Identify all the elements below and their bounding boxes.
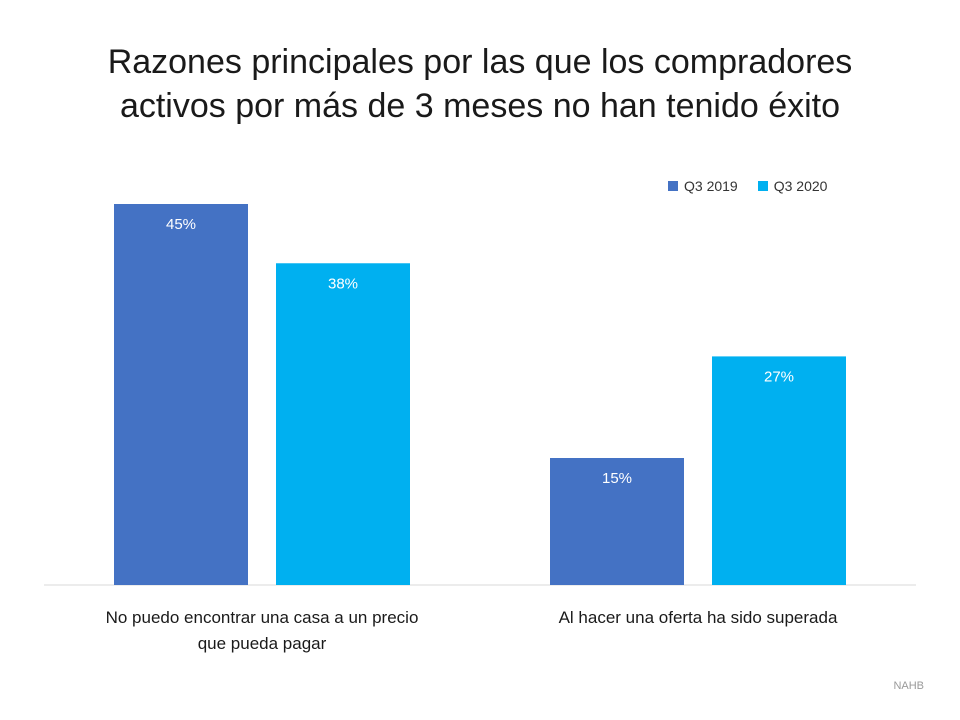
chart-legend: Q3 2019 Q3 2020: [668, 178, 827, 194]
data-label-q3-2020-cat-1: 27%: [764, 368, 794, 385]
legend-item-q3-2019: Q3 2019: [668, 178, 738, 194]
legend-label-q3-2019: Q3 2019: [684, 178, 738, 194]
data-label-q3-2019-cat-1: 15%: [602, 470, 632, 487]
category-label-1-line-0: Al hacer una oferta ha sido superada: [559, 608, 838, 627]
legend-swatch-q3-2020: [757, 181, 768, 191]
category-label-0-line-1: que pueda pagar: [198, 634, 327, 653]
bar-q3-2020-cat-1: [712, 356, 846, 585]
legend-swatch-q3-2019: [668, 181, 678, 191]
data-label-q3-2020-cat-0: 38%: [328, 275, 358, 292]
chart-title-line-1: Razones principales por las que los comp…: [107, 43, 853, 81]
category-label-0-line-0: No puedo encontrar una casa a un precio: [106, 608, 419, 627]
bar-q3-2020-cat-0: [276, 263, 410, 585]
bar-q3-2019-cat-0: [114, 204, 248, 585]
legend-label-q3-2020: Q3 2020: [773, 178, 828, 194]
data-label-q3-2019-cat-0: 45%: [166, 216, 196, 233]
bar-q3-2019-cat-1: [550, 458, 684, 585]
legend-item-q3-2020: Q3 2020: [757, 178, 828, 194]
chart-title-line-2: activos por más de 3 meses no han tenido…: [119, 87, 841, 125]
source-label: NAHB: [893, 680, 924, 692]
chart-title: Razones principales por las que los comp…: [0, 40, 960, 128]
